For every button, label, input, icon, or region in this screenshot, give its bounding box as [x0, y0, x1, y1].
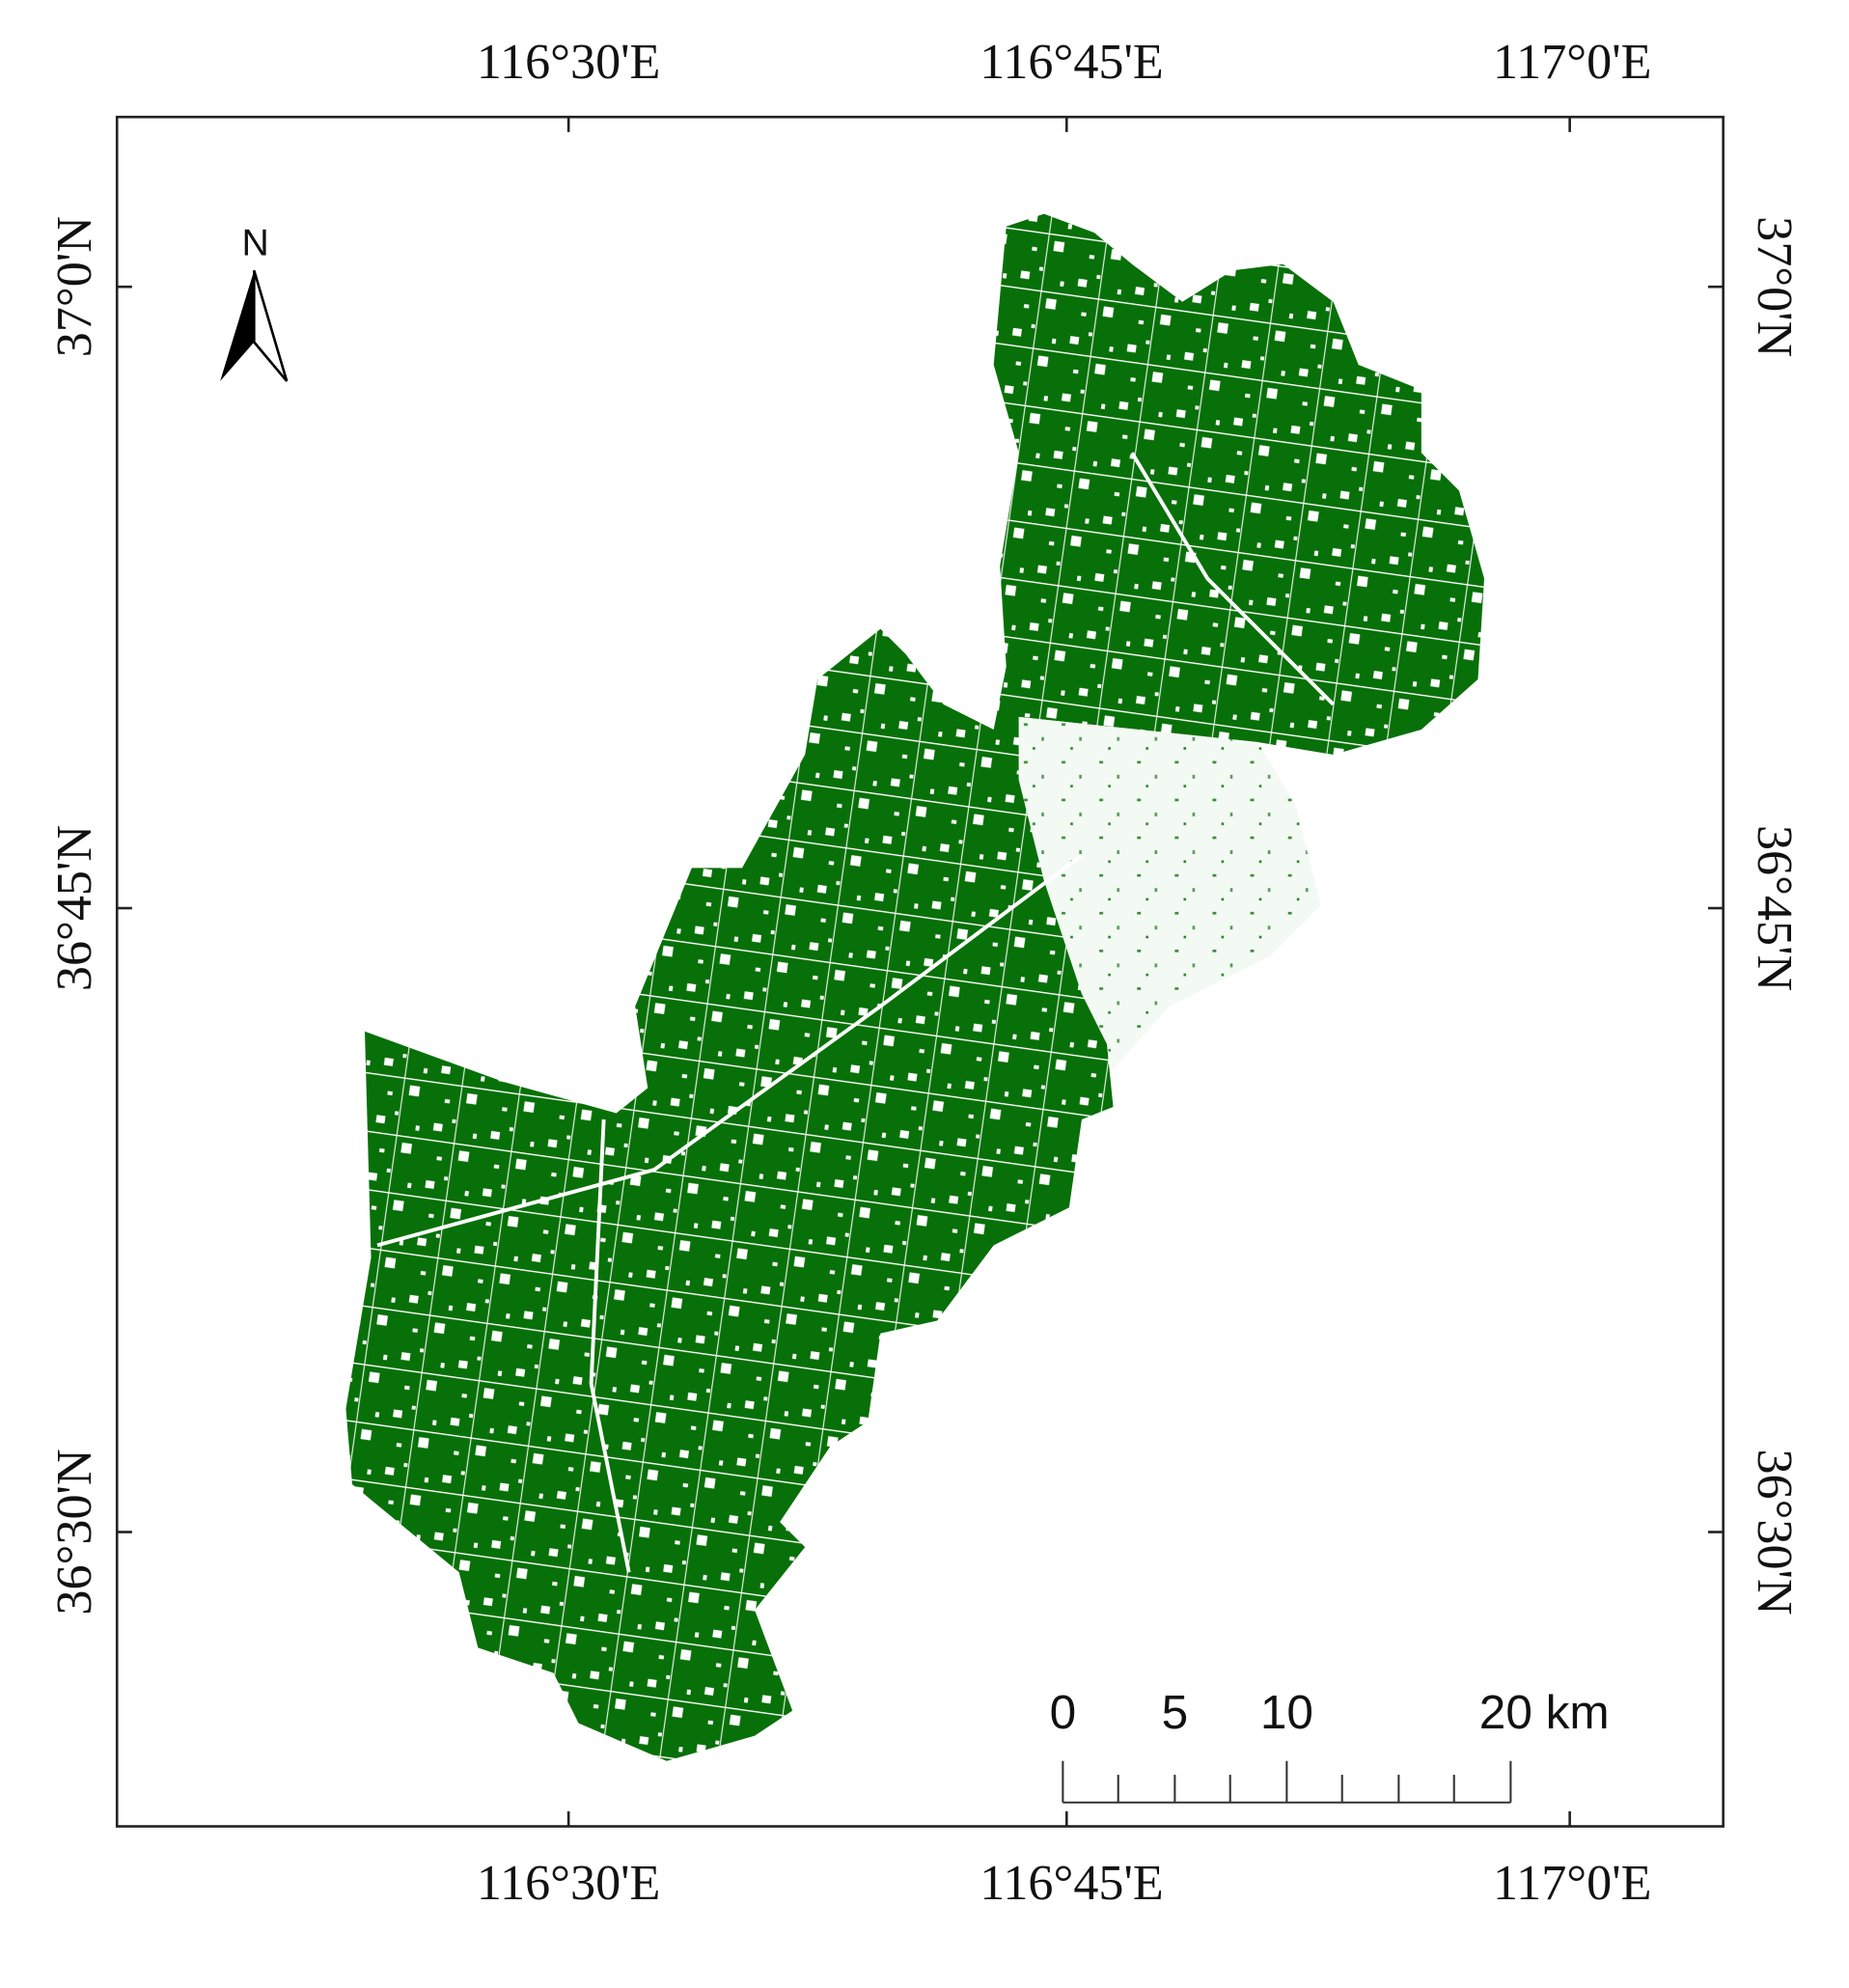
lon-label: 116°30'E: [477, 1856, 660, 1911]
scale-label: 0: [1050, 1686, 1077, 1739]
lon-label: 117°0'E: [1493, 1856, 1651, 1911]
road: [1130, 452, 1335, 706]
lon-label: 116°45'E: [980, 1856, 1163, 1911]
road: [589, 1118, 631, 1573]
lat-label: 36°45'N: [47, 825, 102, 991]
north-arrow-left: [220, 270, 255, 381]
lat-label: 36°30'N: [47, 1449, 102, 1615]
scale-bar: [1062, 1760, 1512, 1804]
north-arrow-right: [252, 269, 289, 382]
lon-label: 116°45'E: [980, 35, 1163, 90]
road: [376, 853, 1084, 1248]
lat-label: 37°0'N: [1747, 216, 1802, 357]
lat-label: 36°30'N: [1747, 1449, 1802, 1615]
urban-area: [1018, 716, 1321, 1069]
graticule-ticks: [117, 117, 1724, 1827]
north-label: N: [241, 223, 268, 264]
lon-label: 116°30'E: [477, 35, 660, 90]
scale-label: 10: [1260, 1686, 1313, 1739]
cropland-area: [345, 213, 1485, 1761]
lat-label: 36°45'N: [1747, 825, 1802, 991]
lon-label: 117°0'E: [1493, 35, 1651, 90]
lat-label: 37°0'N: [47, 216, 102, 357]
scale-label: 5: [1162, 1686, 1189, 1739]
scale-label: 20 km: [1479, 1686, 1610, 1739]
